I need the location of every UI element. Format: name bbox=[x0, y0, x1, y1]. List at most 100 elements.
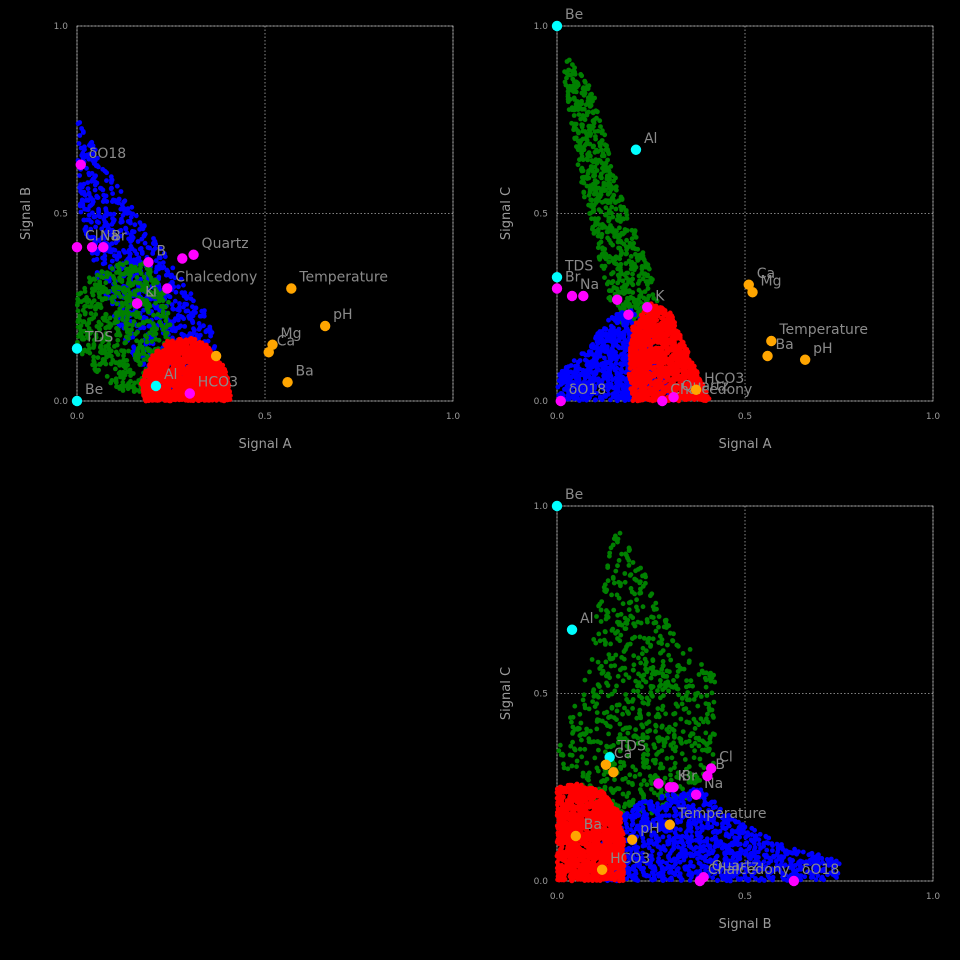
data-point bbox=[121, 384, 127, 389]
data-point bbox=[109, 221, 115, 227]
data-point bbox=[580, 367, 586, 373]
data-point bbox=[606, 317, 611, 323]
data-point bbox=[593, 371, 599, 377]
data-point bbox=[622, 302, 628, 307]
data-point bbox=[592, 129, 598, 135]
point-cloud bbox=[138, 335, 233, 404]
data-point bbox=[133, 213, 139, 219]
data-point bbox=[108, 361, 114, 367]
data-point bbox=[141, 233, 147, 239]
data-point bbox=[198, 360, 204, 366]
data-point bbox=[586, 202, 591, 208]
data-point bbox=[93, 303, 98, 309]
data-point bbox=[117, 332, 123, 338]
data-point bbox=[159, 265, 165, 271]
data-point bbox=[108, 232, 114, 237]
data-point bbox=[104, 374, 110, 379]
data-point bbox=[640, 253, 646, 259]
data-point bbox=[94, 256, 100, 262]
data-point bbox=[162, 254, 168, 260]
data-point bbox=[615, 239, 621, 245]
data-point bbox=[156, 337, 162, 343]
data-point bbox=[191, 298, 196, 304]
data-point bbox=[131, 319, 137, 324]
data-point bbox=[96, 220, 101, 226]
data-point bbox=[114, 235, 120, 241]
highlight-point bbox=[98, 242, 109, 253]
data-point bbox=[88, 311, 94, 316]
data-point bbox=[597, 118, 603, 124]
data-point bbox=[573, 121, 579, 127]
data-point bbox=[113, 378, 119, 384]
data-point bbox=[144, 339, 150, 345]
highlight-point bbox=[162, 283, 173, 294]
data-point bbox=[181, 350, 187, 356]
data-point bbox=[173, 289, 179, 295]
data-point bbox=[630, 276, 635, 282]
data-point bbox=[106, 341, 112, 347]
data-point bbox=[604, 168, 610, 173]
point-label: Al bbox=[164, 367, 177, 383]
data-point bbox=[599, 251, 605, 257]
data-point bbox=[99, 346, 105, 352]
data-point bbox=[92, 174, 97, 180]
data-point bbox=[627, 288, 632, 294]
data-point bbox=[182, 341, 188, 347]
data-point bbox=[588, 349, 594, 355]
data-point bbox=[93, 224, 98, 230]
data-point bbox=[87, 217, 92, 223]
data-point bbox=[613, 328, 619, 334]
highlight-point bbox=[75, 159, 86, 170]
data-point bbox=[115, 337, 121, 343]
data-point bbox=[112, 319, 118, 325]
data-point bbox=[623, 244, 629, 250]
data-point bbox=[560, 380, 566, 386]
data-point bbox=[104, 213, 109, 219]
data-point bbox=[91, 151, 97, 157]
data-point bbox=[124, 335, 130, 340]
data-point bbox=[596, 216, 601, 221]
data-point bbox=[116, 196, 122, 202]
data-point bbox=[579, 101, 585, 107]
data-point bbox=[163, 318, 169, 324]
data-point bbox=[185, 308, 191, 314]
data-point bbox=[221, 367, 227, 372]
data-point bbox=[83, 198, 89, 203]
data-point bbox=[179, 331, 185, 337]
y-tick-label: 1.0 bbox=[534, 22, 549, 32]
data-point bbox=[107, 315, 113, 321]
data-point bbox=[611, 285, 617, 290]
data-point bbox=[578, 116, 584, 122]
data-point bbox=[143, 298, 149, 303]
data-point bbox=[603, 205, 609, 211]
data-point bbox=[191, 344, 197, 349]
data-point bbox=[108, 348, 114, 354]
data-point bbox=[90, 292, 96, 298]
data-point bbox=[577, 142, 583, 148]
data-point bbox=[182, 292, 188, 298]
data-point bbox=[181, 316, 187, 322]
data-point bbox=[123, 340, 129, 345]
data-point bbox=[119, 219, 125, 225]
data-point bbox=[220, 362, 226, 368]
data-point bbox=[91, 337, 97, 343]
data-point bbox=[128, 246, 134, 252]
data-point bbox=[160, 309, 166, 314]
data-point bbox=[100, 199, 106, 205]
data-point bbox=[564, 371, 570, 377]
data-point bbox=[617, 277, 622, 283]
data-point bbox=[91, 360, 97, 365]
data-point bbox=[590, 342, 596, 347]
data-point bbox=[76, 141, 82, 146]
data-point bbox=[152, 277, 158, 283]
data-point bbox=[595, 376, 601, 382]
data-point bbox=[566, 107, 572, 112]
data-point bbox=[596, 207, 602, 213]
data-point bbox=[600, 245, 605, 251]
data-point bbox=[605, 374, 610, 380]
data-point bbox=[158, 246, 163, 252]
data-point bbox=[91, 354, 96, 360]
data-point bbox=[134, 314, 139, 320]
data-point bbox=[104, 271, 109, 277]
